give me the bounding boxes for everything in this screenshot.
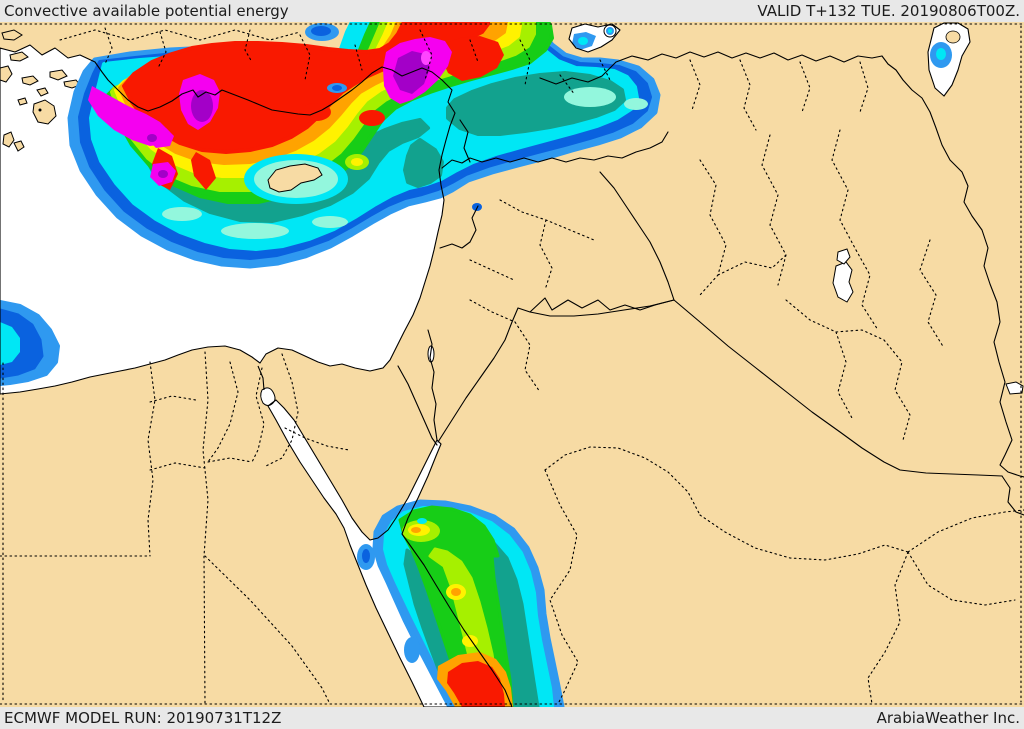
- cyprus-island: [267, 163, 323, 193]
- cape-system-north: [67, 22, 661, 269]
- cape-system-saudi: [357, 499, 565, 707]
- weather-map: [0, 22, 1024, 707]
- model-run-label: ECMWF MODEL RUN: 20190731T12Z: [4, 709, 282, 727]
- footer-bar: ECMWF MODEL RUN: 20190731T12Z ArabiaWeat…: [0, 707, 1024, 729]
- rhodes-island: [32, 99, 57, 125]
- attribution-label: ArabiaWeather Inc.: [876, 709, 1020, 727]
- rhodes-city-dot: [38, 108, 42, 112]
- sea-fills: [0, 23, 1024, 707]
- cape-small-spots-north: [305, 23, 961, 211]
- cape-magenta-bright-spot: [421, 51, 431, 65]
- edge-lake: [1005, 381, 1024, 395]
- border-jordan-iraq: [529, 299, 675, 317]
- urmia-island: [945, 30, 961, 44]
- admin-borders: [0, 23, 1024, 705]
- header-bar: Convective available potential energy VA…: [0, 0, 1024, 22]
- bitter-lakes: [260, 387, 276, 406]
- border-iraq-saudi: [673, 299, 1003, 477]
- border-jordan-saudi: [437, 297, 675, 443]
- border-iran-iraq: [881, 55, 1024, 478]
- page-title: Convective available potential energy: [4, 2, 289, 20]
- border-turkey-iran: [539, 51, 883, 85]
- aegean-islands: [0, 29, 81, 152]
- country-borders: [397, 51, 1024, 516]
- lake-tharthar: [832, 261, 854, 303]
- border-israel-jordan: [427, 329, 438, 441]
- valid-time-label: VALID T+132 TUE. 20190806T00Z.: [757, 2, 1020, 20]
- cape-libya-strip: [0, 300, 60, 386]
- cyprus-area: [244, 154, 369, 204]
- border-syria-iraq: [599, 171, 675, 301]
- lake-habbaniyah: [836, 248, 851, 265]
- border-kuwait: [1001, 475, 1024, 516]
- suez-canal: [257, 365, 265, 391]
- border-turkey-syria: [441, 131, 669, 169]
- coastlines: [0, 22, 971, 707]
- border-egypt-israel: [397, 365, 438, 446]
